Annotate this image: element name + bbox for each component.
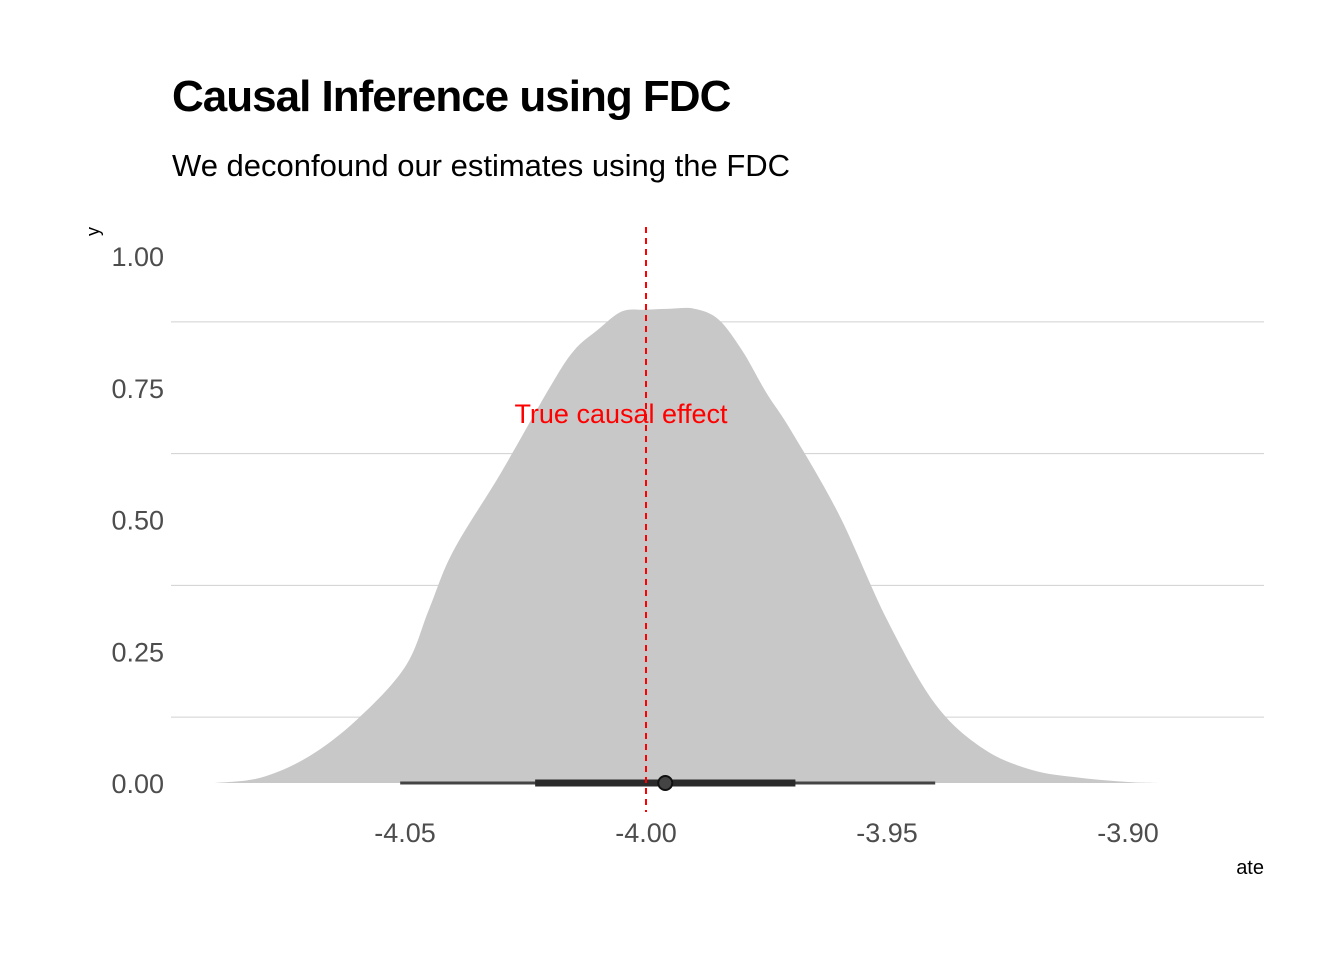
- y-tick-label: 0.75: [111, 374, 164, 404]
- y-tick-label: 0.00: [111, 769, 164, 799]
- density-area: [214, 307, 1160, 783]
- x-tick-label: -3.95: [856, 818, 918, 848]
- x-tick-label: -4.00: [615, 818, 677, 848]
- x-tick-label: -4.05: [374, 818, 436, 848]
- x-axis-ticks: -4.05 -4.00 -3.95 -3.90: [374, 818, 1159, 848]
- true-effect-label: True causal effect: [514, 399, 728, 429]
- x-tick-label: -3.90: [1097, 818, 1159, 848]
- chart-subtitle: We deconfound our estimates using the FD…: [172, 148, 791, 183]
- y-axis-label: y: [83, 227, 103, 236]
- point-estimate: [657, 775, 674, 791]
- chart-title: Causal Inference using FDC: [172, 72, 731, 121]
- x-axis-label: ate: [1236, 857, 1264, 879]
- point-interval: [400, 775, 936, 791]
- y-tick-label: 0.25: [111, 637, 164, 667]
- y-tick-label: 1.00: [111, 242, 164, 272]
- y-tick-label: 0.50: [111, 506, 164, 536]
- y-axis-ticks: 0.00 0.25 0.50 0.75 1.00: [111, 242, 164, 799]
